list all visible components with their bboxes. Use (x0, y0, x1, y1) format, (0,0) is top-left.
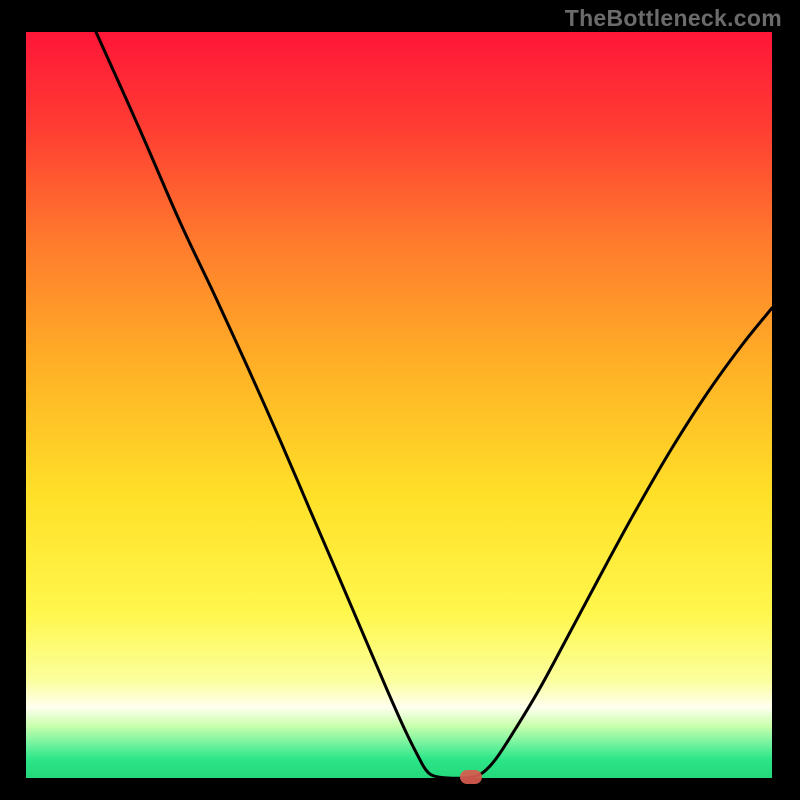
watermark-text: TheBottleneck.com (565, 5, 782, 32)
optimum-marker (460, 770, 482, 784)
plot-canvas (0, 0, 800, 800)
plot-background (26, 32, 772, 778)
stage: TheBottleneck.com (0, 0, 800, 800)
